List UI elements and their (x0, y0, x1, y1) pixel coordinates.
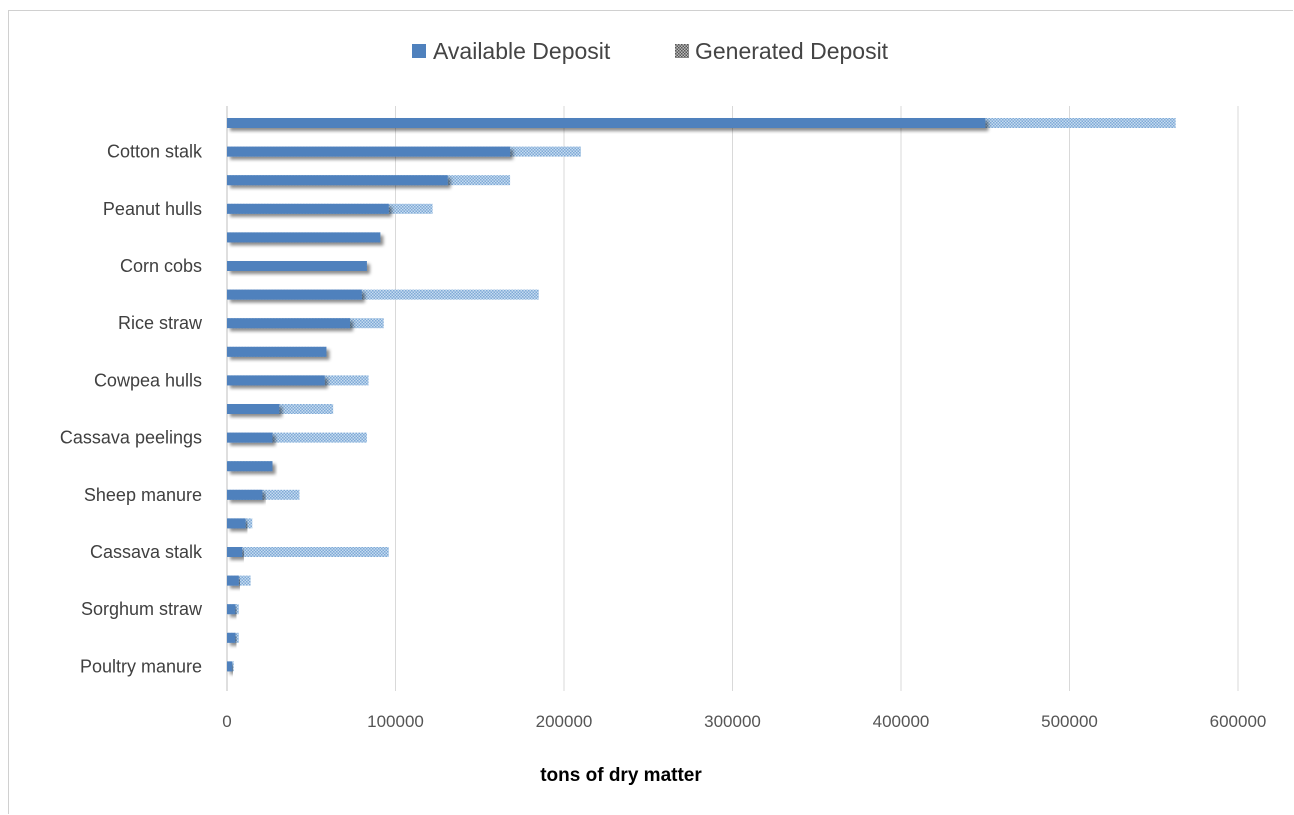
bar-available-deposit (227, 118, 986, 128)
category-label: Sorghum straw (81, 599, 203, 619)
category-label: Poultry manure (80, 656, 202, 676)
bar-available-deposit (227, 632, 236, 643)
bar-available-deposit (227, 346, 327, 357)
available-deposit-bars (227, 118, 986, 672)
bar-available-deposit (227, 547, 243, 557)
x-axis-title: tons of dry matter (540, 765, 702, 786)
x-tick-label: 300000 (704, 712, 761, 731)
bar-available-deposit (227, 232, 381, 243)
category-label: Corn cobs (120, 256, 202, 276)
bar-available-deposit (227, 289, 362, 300)
bar-available-deposit (227, 432, 273, 443)
bar-available-deposit (227, 404, 280, 414)
category-label: Rice straw (118, 313, 203, 333)
bar-available-deposit (227, 175, 448, 186)
bar-generated-deposit (227, 489, 300, 500)
category-label: Cowpea hulls (94, 370, 202, 390)
legend-swatch-generated (675, 44, 689, 58)
x-tick-label: 500000 (1041, 712, 1098, 731)
x-tick-labels: 0 100000 200000 300000 400000 500000 600000 (222, 712, 1266, 731)
legend: Available Deposit Generated Deposit (412, 38, 889, 64)
bar-available-deposit (227, 489, 263, 500)
legend-label-generated: Generated Deposit (695, 38, 889, 64)
bar-available-deposit (227, 318, 351, 329)
bar-generated-deposit (227, 432, 367, 443)
category-label: Peanut hulls (103, 199, 202, 219)
x-tick-label: 400000 (873, 712, 930, 731)
category-label: Cotton stalk (107, 142, 203, 162)
legend-swatch-available (412, 44, 426, 58)
bar-available-deposit (227, 375, 325, 386)
bar-available-deposit (227, 261, 367, 271)
chart-frame: Available Deposit Generated Deposit Cott… (8, 10, 1293, 814)
x-tick-label: 600000 (1210, 712, 1267, 731)
category-label: Cassava peelings (60, 428, 202, 448)
bar-generated-deposit (227, 404, 334, 414)
legend-label-available: Available Deposit (433, 38, 611, 64)
x-tick-label: 200000 (536, 712, 593, 731)
bar-available-deposit (227, 604, 236, 615)
bar-available-deposit (227, 575, 239, 586)
bar-chart: Available Deposit Generated Deposit Cott… (60, 38, 1266, 786)
category-label: Sheep manure (84, 485, 202, 505)
bar-available-deposit (227, 661, 233, 672)
bar-available-deposit (227, 203, 389, 214)
category-labels: Cotton stalk Peanut hulls Corn cobs Rice st… (60, 142, 203, 677)
bar-available-deposit (227, 146, 511, 157)
bar-available-deposit (227, 461, 273, 472)
gridlines (226, 106, 1239, 691)
bar-generated-deposit (227, 289, 539, 300)
x-tick-label: 100000 (367, 712, 424, 731)
generated-deposit-bars (227, 118, 1176, 672)
bar-generated-deposit (227, 547, 389, 557)
bar-available-deposit (227, 518, 246, 529)
category-label: Cassava stalk (90, 542, 203, 562)
x-tick-label: 0 (222, 712, 231, 731)
